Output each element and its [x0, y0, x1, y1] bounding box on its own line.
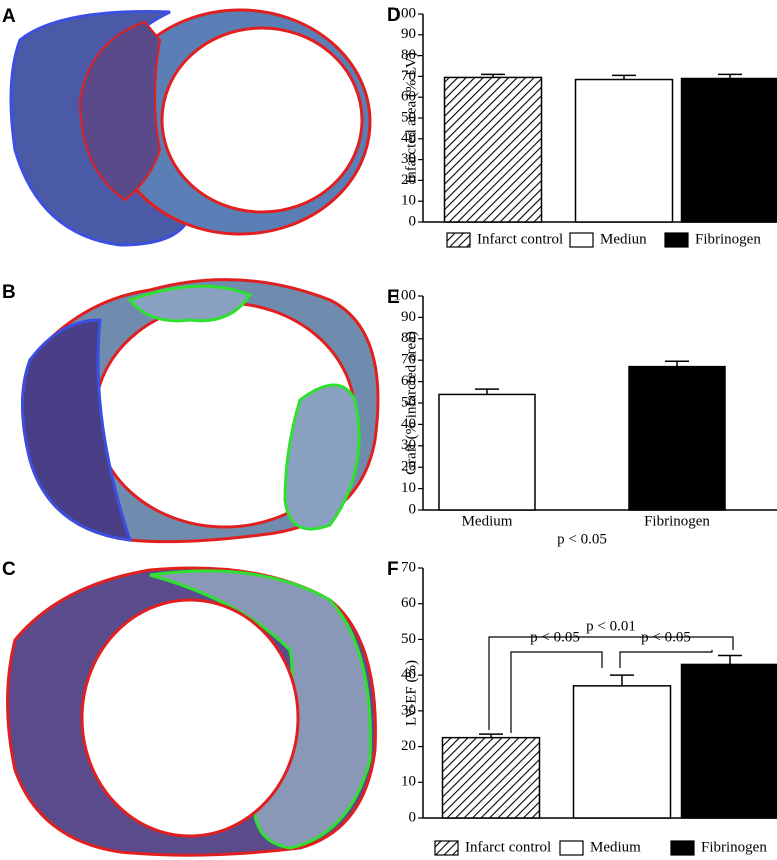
legend-swatch: [446, 232, 471, 248]
bar: [441, 736, 541, 819]
y-tick-label: 0: [409, 213, 417, 229]
y-tick-label: 10: [401, 480, 416, 496]
annotation: p < 0.01: [586, 618, 636, 634]
y-tick-label: 90: [401, 309, 416, 325]
legend-label: Fibrinogen: [695, 231, 761, 247]
panel-label: C: [2, 559, 16, 580]
significance-bracket: [488, 636, 734, 730]
significance-bracket: [619, 650, 713, 668]
y-tick-label: 100: [394, 287, 417, 303]
bar: [680, 663, 777, 819]
y-tick-label: 20: [401, 459, 416, 475]
annotation: p < 0.05: [641, 629, 691, 645]
panel-label: D: [387, 5, 401, 26]
y-tick-label: 60: [401, 595, 416, 611]
histology-c: [6, 566, 377, 857]
y-tick-label: 70: [401, 352, 416, 368]
y-axis-label: Graft (% infarcted area): [403, 331, 419, 475]
legend-label: Mediun: [600, 231, 647, 247]
y-tick-label: 30: [401, 437, 416, 453]
y-tick-label: 40: [401, 667, 416, 683]
legend-label: Fibrinogen: [701, 839, 767, 855]
bar: [572, 685, 672, 819]
significance-bracket: [510, 651, 603, 733]
y-tick-label: 40: [401, 130, 416, 146]
y-tick-label: 20: [401, 172, 416, 188]
legend-label: Infarct control: [465, 839, 551, 855]
bar: [628, 365, 726, 511]
y-tick-label: 30: [401, 702, 416, 718]
legend-swatch: [664, 232, 689, 248]
legend-label: Medium: [590, 839, 641, 855]
y-tick-label: 10: [401, 774, 416, 790]
y-tick-label: 60: [401, 373, 416, 389]
panel-label: A: [2, 6, 16, 27]
legend-swatch: [569, 232, 594, 248]
y-tick-label: 100: [394, 5, 417, 21]
histology-b: [21, 278, 380, 544]
bar: [574, 78, 674, 223]
bar: [443, 76, 543, 223]
y-tick-label: 50: [401, 109, 416, 125]
y-axis-label: Infarcted area (% LV): [403, 52, 419, 183]
y-tick-label: 0: [409, 501, 417, 517]
y-tick-label: 40: [401, 416, 416, 432]
y-tick-label: 60: [401, 89, 416, 105]
annotation: p < 0.05: [530, 629, 580, 645]
y-tick-label: 0: [409, 809, 417, 825]
y-tick-label: 30: [401, 151, 416, 167]
histology-a: [9, 8, 372, 247]
legend-swatch: [559, 840, 584, 856]
bar: [680, 77, 777, 223]
y-tick-label: 80: [401, 330, 416, 346]
y-tick-label: 50: [401, 394, 416, 410]
x-tick-label: Fibrinogen: [644, 513, 710, 529]
y-tick-label: 20: [401, 738, 416, 754]
y-tick-label: 70: [401, 68, 416, 84]
y-tick-label: 10: [401, 193, 416, 209]
panel-label: B: [2, 282, 16, 303]
legend-swatch: [670, 840, 695, 856]
y-tick-label: 50: [401, 631, 416, 647]
panel-label: F: [387, 559, 399, 580]
legend-swatch: [434, 840, 459, 856]
legend-label: Infarct control: [477, 231, 563, 247]
y-tick-label: 70: [401, 559, 416, 575]
x-tick-label: Medium: [462, 513, 513, 529]
y-tick-label: 80: [401, 47, 416, 63]
panel-label: E: [387, 287, 400, 308]
y-tick-label: 90: [401, 26, 416, 42]
bar: [438, 393, 536, 511]
y-axis-label: LV-EF (%): [403, 660, 419, 726]
annotation: p < 0.05: [557, 531, 607, 547]
